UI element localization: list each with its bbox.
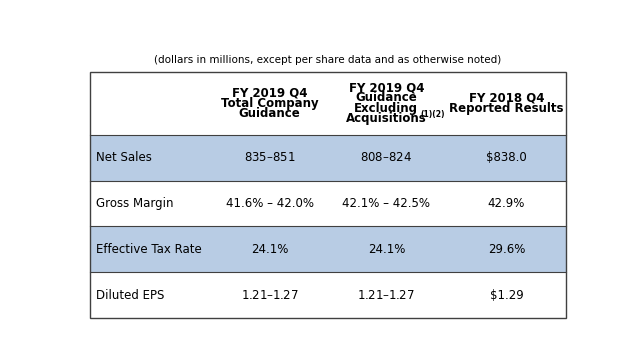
Text: Guidance: Guidance — [239, 107, 301, 120]
Text: Effective Tax Rate: Effective Tax Rate — [96, 243, 202, 256]
Text: $838.0: $838.0 — [486, 151, 527, 164]
Text: Reported Results: Reported Results — [449, 102, 564, 115]
Text: FY 2018 Q4: FY 2018 Q4 — [469, 91, 544, 104]
Text: FY 2019 Q4: FY 2019 Q4 — [349, 81, 424, 94]
Text: $1.21–$1.27: $1.21–$1.27 — [357, 289, 415, 302]
Text: Net Sales: Net Sales — [96, 151, 152, 164]
Bar — [90, 226, 566, 272]
Text: Excluding: Excluding — [355, 102, 419, 115]
Text: 24.1%: 24.1% — [251, 243, 289, 256]
Text: FY 2019 Q4: FY 2019 Q4 — [232, 86, 307, 99]
Text: Guidance: Guidance — [355, 91, 417, 104]
Text: Diluted EPS: Diluted EPS — [96, 289, 164, 302]
Text: $1.29: $1.29 — [490, 289, 524, 302]
Text: 29.6%: 29.6% — [488, 243, 525, 256]
Text: (dollars in millions, except per share data and as otherwise noted): (dollars in millions, except per share d… — [154, 55, 502, 66]
Bar — [90, 72, 566, 318]
Text: 24.1%: 24.1% — [367, 243, 405, 256]
Text: 42.1% – 42.5%: 42.1% – 42.5% — [342, 197, 430, 210]
Text: (1)(2): (1)(2) — [420, 110, 445, 119]
Text: $835 – $851: $835 – $851 — [244, 151, 296, 164]
Bar — [90, 135, 566, 181]
Text: $808 – $824: $808 – $824 — [360, 151, 412, 164]
Text: $1.21 – $1.27: $1.21 – $1.27 — [241, 289, 299, 302]
Text: 41.6% – 42.0%: 41.6% – 42.0% — [226, 197, 314, 210]
Text: 42.9%: 42.9% — [488, 197, 525, 210]
Text: Total Company: Total Company — [221, 97, 319, 110]
Text: Gross Margin: Gross Margin — [96, 197, 173, 210]
Text: Acquisitions: Acquisitions — [346, 112, 427, 125]
